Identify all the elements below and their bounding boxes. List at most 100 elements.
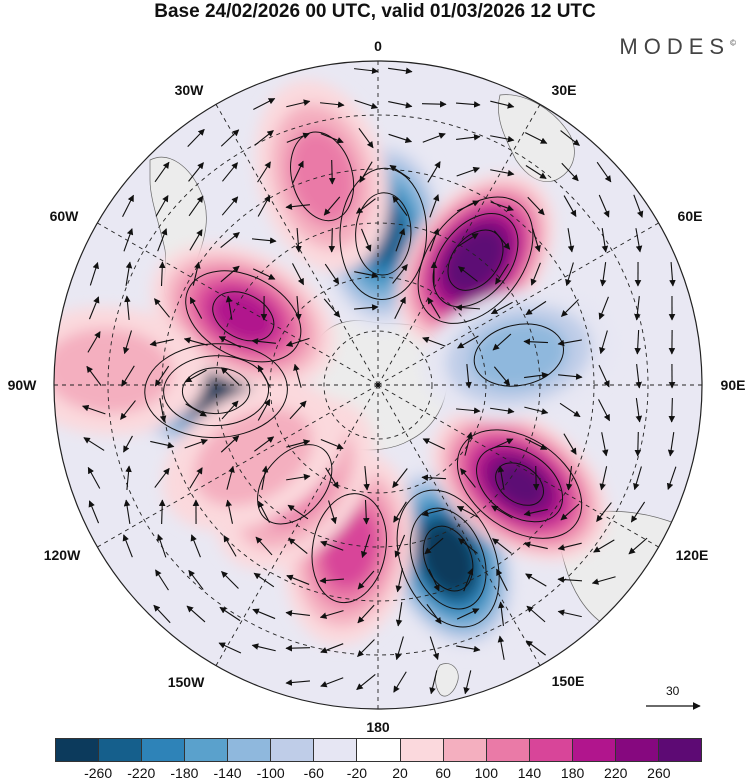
wind-vector — [599, 330, 608, 355]
colorbar-tick-label: 180 — [560, 765, 585, 781]
wind-vector — [525, 300, 547, 316]
lon-label-150w: 150W — [167, 674, 205, 690]
wind-vector — [88, 500, 100, 524]
wind-vector — [525, 573, 547, 587]
wind-vector — [667, 432, 675, 457]
wind-vector — [456, 200, 480, 212]
wind-vector — [429, 228, 440, 252]
wind-vector — [395, 602, 403, 627]
wind-vector — [634, 329, 641, 355]
wind-vector — [497, 635, 505, 660]
wind-vector — [429, 636, 440, 661]
colorbar-swatch — [356, 739, 400, 761]
wind-vector — [523, 541, 548, 550]
colorbar-tick-label: -60 — [303, 765, 324, 781]
wind-vector — [354, 67, 379, 74]
wind-vector — [184, 369, 207, 383]
wind-vector — [220, 129, 240, 147]
wind-vector — [598, 296, 609, 320]
lon-label-120e: 120E — [675, 547, 709, 563]
wind-vector — [593, 539, 615, 553]
meridian-line — [215, 384, 379, 666]
wind-vector — [320, 643, 344, 654]
wind-vector — [354, 271, 379, 279]
map-boundary — [53, 60, 703, 710]
wind-vector — [319, 577, 345, 584]
wind-vector — [388, 133, 413, 144]
wind-vector — [154, 467, 170, 488]
wind-vector — [285, 644, 311, 652]
wind-vector — [358, 127, 374, 149]
wind-vector — [598, 364, 610, 388]
wind-vector — [429, 670, 438, 695]
wind-vector — [563, 433, 577, 455]
lon-label-0: 0 — [374, 38, 382, 54]
wind-vector — [356, 198, 376, 214]
wind-vector — [220, 435, 240, 453]
colorbar-tick-label: 60 — [435, 765, 451, 781]
wind-vector — [324, 263, 340, 285]
wind-vector — [630, 501, 646, 523]
wind-vector — [634, 296, 641, 321]
anomaly-contour — [311, 493, 387, 604]
wind-vector — [251, 643, 276, 652]
wind-vector — [186, 605, 206, 623]
wind-vector — [493, 230, 511, 250]
wind-vector — [291, 263, 305, 286]
wind-vector — [87, 466, 101, 489]
wind-vector — [565, 466, 573, 491]
height-anomaly-field — [54, 80, 616, 653]
wind-vector — [287, 504, 309, 520]
wind-vector — [150, 440, 175, 449]
wind-vector — [220, 265, 240, 283]
meridian-line — [377, 222, 659, 386]
wind-vector — [221, 400, 239, 420]
wind-vector — [599, 466, 608, 491]
copyright-mark: © — [730, 38, 736, 48]
wind-vector — [220, 367, 240, 385]
wind-vector — [490, 100, 515, 109]
wind-vector — [596, 502, 612, 522]
colorbar-swatch — [184, 739, 228, 761]
meridian-line — [215, 104, 379, 386]
wind-vector — [188, 162, 204, 182]
wind-vector — [490, 301, 513, 315]
wind-vector — [490, 135, 515, 143]
wind-vector — [192, 261, 201, 286]
wind-vector — [565, 262, 574, 287]
wind-vector — [159, 398, 167, 423]
wind-vector — [422, 438, 446, 450]
colorbar-tick-label: -180 — [170, 765, 199, 781]
wind-vector — [158, 499, 166, 525]
map-title: Base 24/02/2026 00 UTC, valid 01/03/2026… — [154, 1, 596, 22]
wind-vector — [286, 132, 310, 143]
wind-vector — [320, 133, 344, 144]
wind-vector — [465, 364, 472, 389]
anomaly-contour — [181, 367, 251, 415]
wind-vector — [356, 674, 376, 690]
anomaly-contour — [290, 131, 355, 222]
colorbar-swatch — [485, 739, 529, 761]
wind-vector — [460, 468, 476, 488]
colorbar-swatch — [98, 739, 142, 761]
wind-vector — [668, 397, 676, 423]
anomaly-contour — [476, 445, 564, 523]
wind-vector — [323, 298, 341, 318]
wind-vector — [328, 500, 337, 525]
colorbar-tick-label: 140 — [517, 765, 542, 781]
wind-vector — [320, 438, 344, 450]
wind-vector — [357, 570, 375, 590]
wind-vector — [357, 604, 375, 624]
wind-vector — [154, 298, 170, 318]
wind-vector — [123, 228, 134, 252]
wind-vector — [188, 195, 204, 217]
wind-vector — [187, 128, 205, 148]
colorbar-tick-label: -220 — [127, 765, 156, 781]
wind-vector — [532, 465, 540, 491]
wind-vector — [388, 67, 413, 75]
wind-vector — [496, 568, 508, 591]
wind-vector — [319, 610, 344, 619]
wind-vector — [561, 299, 579, 317]
wind-vector — [427, 161, 441, 183]
wind-vector — [328, 159, 336, 185]
